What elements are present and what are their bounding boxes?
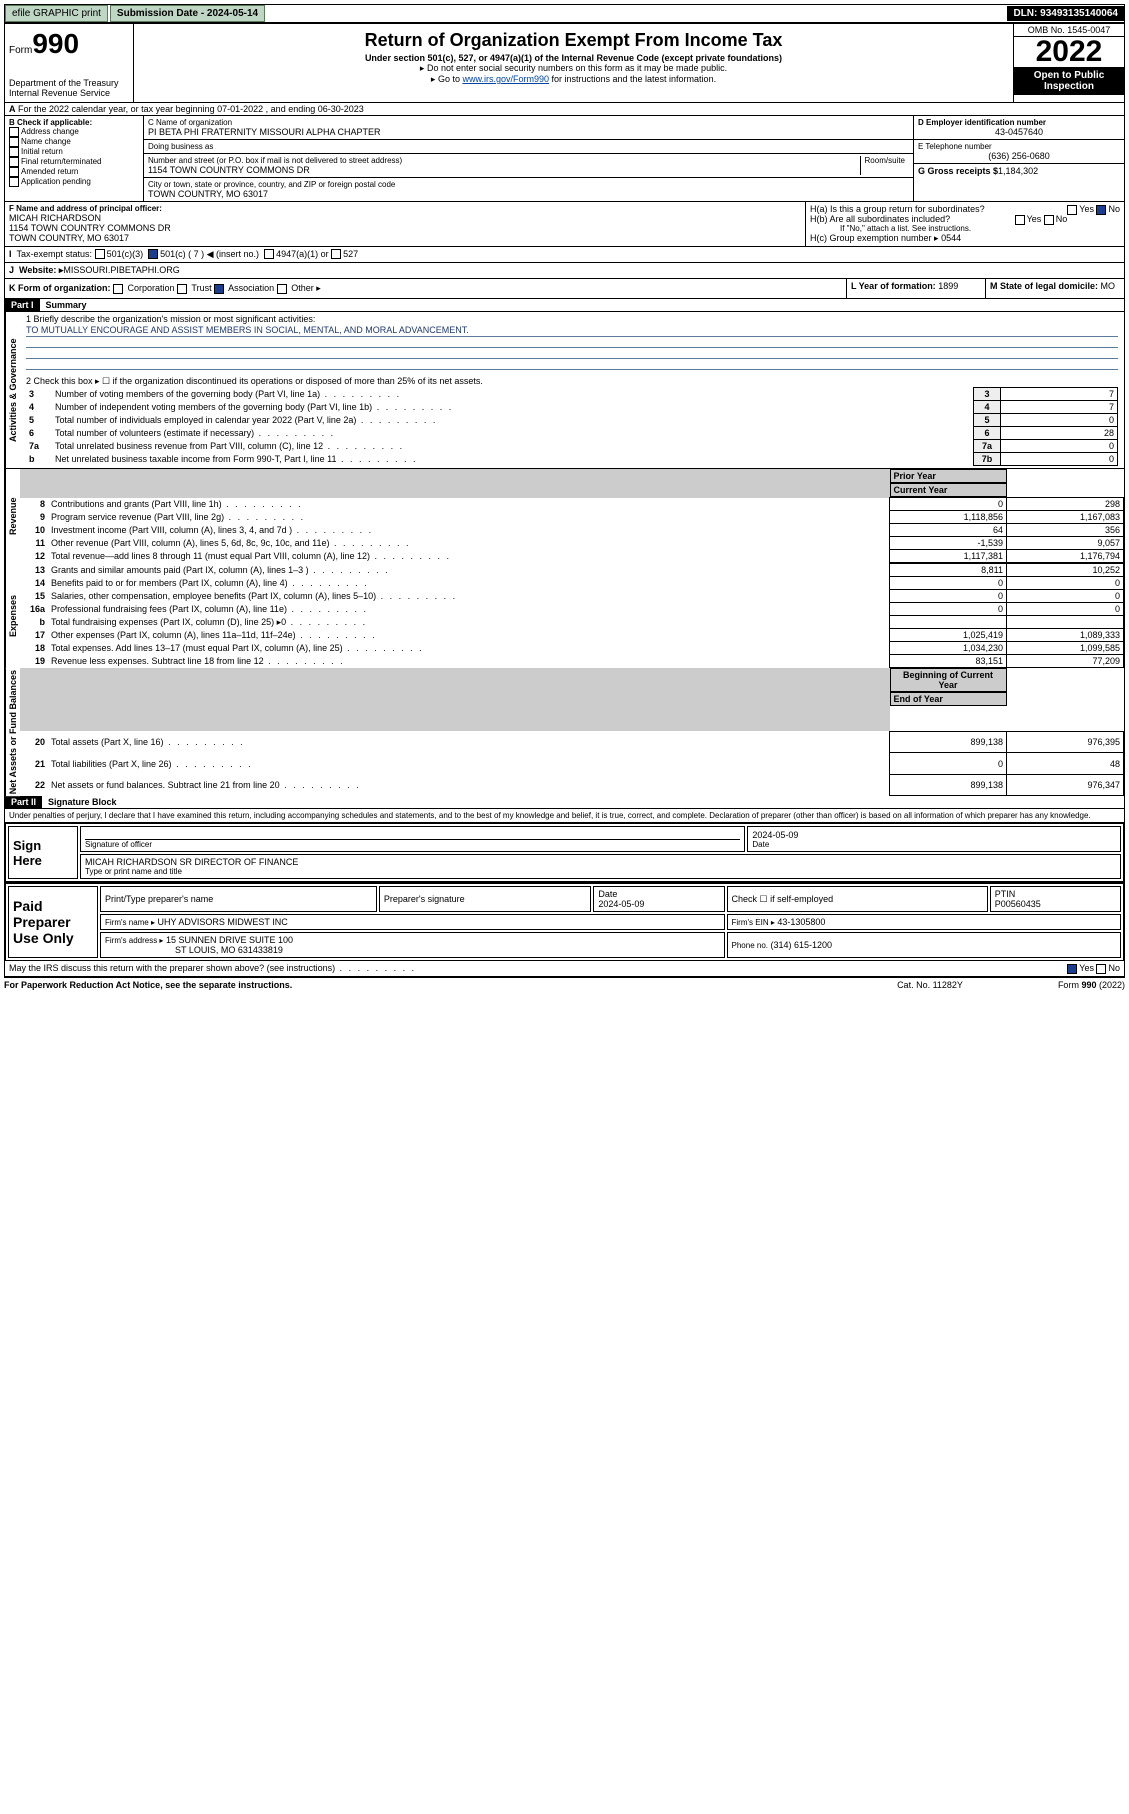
phone: (636) 256-0680 [918,151,1120,161]
vtab-revenue: Revenue [5,469,20,563]
top-bar: efile GRAPHIC print Submission Date - 20… [4,4,1125,23]
section-h: H(a) Is this a group return for subordin… [806,202,1124,246]
ptin: P00560435 [995,899,1041,909]
sign-here-block: Sign Here Signature of officer 2024-05-0… [5,822,1124,882]
section-bcdefg: B Check if applicable: Address change Na… [5,116,1124,202]
efile-button[interactable]: efile GRAPHIC print [5,5,108,22]
revenue-section: Revenue Prior YearCurrent Year8Contribut… [5,468,1124,563]
line-2: 2 Check this box ▸ ☐ if the organization… [26,376,1118,387]
revenue-table: Prior YearCurrent Year8Contributions and… [20,469,1124,563]
part-2-header: Part IISignature Block [5,796,1124,809]
firm-ein: 43-1305800 [777,917,825,927]
firm-name: UHY ADVISORS MIDWEST INC [158,917,288,927]
form-container: Form990 Department of the Treasury Inter… [4,23,1125,978]
note-1: ▸ Do not enter social security numbers o… [138,63,1009,74]
submission-date: Submission Date - 2024-05-14 [110,5,265,22]
ein: 43-0457640 [918,127,1120,137]
footer: For Paperwork Reduction Act Notice, see … [4,978,1125,992]
mission-text: TO MUTUALLY ENCOURAGE AND ASSIST MEMBERS… [26,324,1118,337]
cb-initial[interactable]: Initial return [9,147,139,157]
tax-year: 2022 [1014,37,1124,67]
city: TOWN COUNTRY, MO 63017 [148,189,909,199]
section-fh: F Name and address of principal officer:… [5,202,1124,247]
section-c: C Name of organization PI BETA PHI FRATE… [144,116,914,201]
section-j: J Website: ▸ MISSOURI.PIBETAPHI.ORG [5,263,1124,279]
net-table: Beginning of Current YearEnd of Year20To… [20,668,1124,796]
street: 1154 TOWN COUNTRY COMMONS DR [148,165,860,175]
vtab-governance: Activities & Governance [5,312,20,468]
vtab-expenses: Expenses [5,563,20,668]
form-subtitle: Under section 501(c), 527, or 4947(a)(1)… [138,53,1009,63]
gross-receipts: 1,184,302 [998,166,1038,176]
expenses-table: 13Grants and similar amounts paid (Part … [20,563,1124,668]
section-f: F Name and address of principal officer:… [5,202,806,246]
cb-amended[interactable]: Amended return [9,167,139,177]
net-section: Net Assets or Fund Balances Beginning of… [5,668,1124,796]
cb-pending[interactable]: Application pending [9,177,139,187]
firm-phone: (314) 615-1200 [771,940,833,950]
activities-governance: Activities & Governance 1 Briefly descri… [5,312,1124,468]
perjury-text: Under penalties of perjury, I declare th… [5,809,1124,822]
dln: DLN: 93493135140064 [1007,6,1124,21]
note-2: ▸ Go to www.irs.gov/Form990 for instruct… [138,74,1009,85]
form-header: Form990 Department of the Treasury Inter… [5,24,1124,103]
paid-preparer-block: Paid Preparer Use Only Print/Type prepar… [5,882,1124,961]
cb-final[interactable]: Final return/terminated [9,157,139,167]
line-a: A For the 2022 calendar year, or tax yea… [5,103,1124,116]
irs-label: Internal Revenue Service [9,88,129,98]
org-name: PI BETA PHI FRATERNITY MISSOURI ALPHA CH… [148,127,909,137]
officer-sig-name: MICAH RICHARDSON SR DIRECTOR OF FINANCE [85,857,1116,867]
part-1-header: Part ISummary [5,299,1124,312]
dept-label: Department of the Treasury [9,78,129,88]
section-i: I Tax-exempt status: 501(c)(3) 501(c) ( … [5,247,1124,263]
form-number: Form990 [9,28,129,60]
governance-table: 3Number of voting members of the governi… [26,387,1118,466]
year-formed: 1899 [938,281,958,291]
cb-name[interactable]: Name change [9,137,139,147]
cb-address[interactable]: Address change [9,127,139,137]
open-public: Open to Public Inspection [1014,67,1124,95]
domicile: MO [1101,281,1116,291]
expenses-section: Expenses 13Grants and similar amounts pa… [5,563,1124,668]
vtab-net: Net Assets or Fund Balances [5,668,20,796]
website[interactable]: MISSOURI.PIBETAPHI.ORG [63,265,179,276]
section-klm: K Form of organization: Corporation Trus… [5,279,1124,299]
officer-name: MICAH RICHARDSON [9,213,801,223]
section-b: B Check if applicable: Address change Na… [5,116,144,201]
section-defg: D Employer identification number 43-0457… [914,116,1124,201]
mission-label: 1 Briefly describe the organization's mi… [26,314,1118,324]
group-exempt: 0544 [941,233,961,243]
irs-link[interactable]: www.irs.gov/Form990 [462,74,549,84]
form-title: Return of Organization Exempt From Incom… [138,30,1009,51]
may-discuss: May the IRS discuss this return with the… [5,961,1124,977]
